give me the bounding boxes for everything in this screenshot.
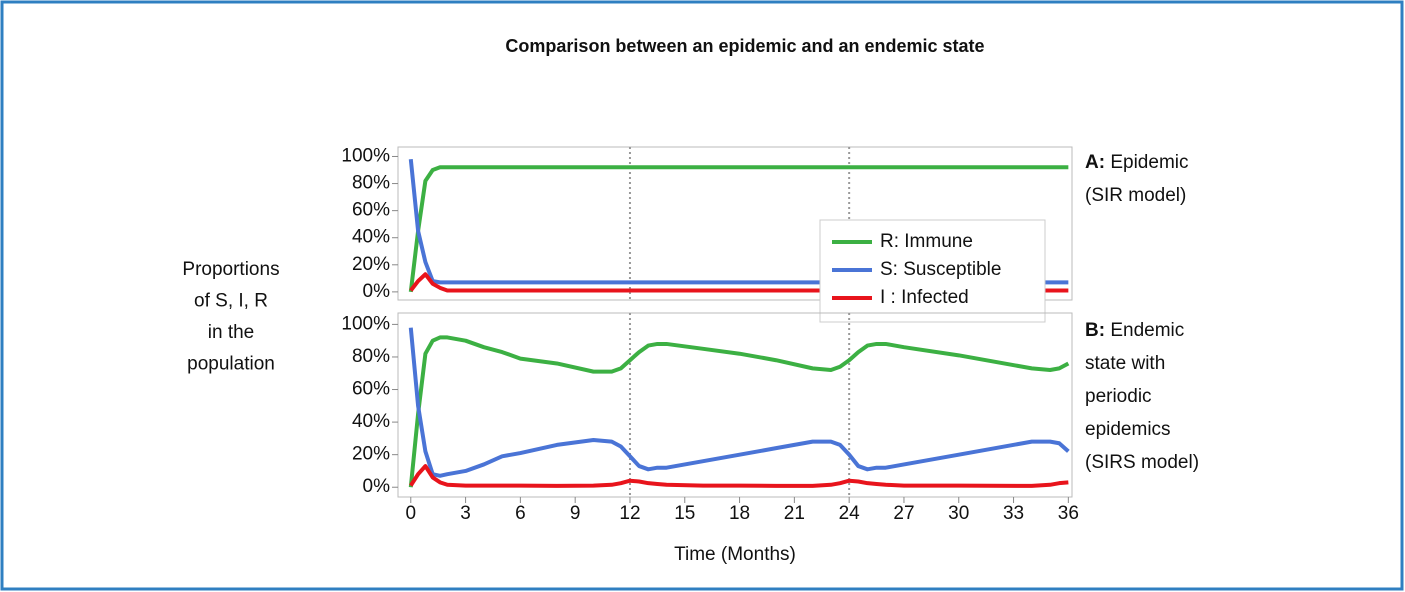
x-tick-label: 6	[515, 503, 526, 524]
x-tick-label: 30	[948, 503, 969, 524]
x-tick-label: 15	[674, 503, 695, 524]
legend-label: R: Immune	[880, 231, 973, 252]
y-axis-label: of S, I, R	[194, 291, 268, 312]
x-tick-label: 33	[1003, 503, 1024, 524]
legend-label: I : Infected	[880, 287, 969, 308]
series-line	[409, 464, 1069, 488]
x-tick-label: 3	[460, 503, 471, 524]
y-tick-label: 100%	[341, 145, 390, 166]
panel-text: (SIRS model)	[1085, 452, 1199, 473]
y-tick-label: 80%	[352, 173, 390, 194]
panel-text: epidemics	[1085, 419, 1171, 440]
x-axis-label: Time (Months)	[674, 544, 796, 565]
y-tick-label: 20%	[352, 254, 390, 275]
y-tick-label: 20%	[352, 444, 390, 465]
panel-label: B:	[1085, 320, 1105, 341]
x-tick-label: 9	[570, 503, 581, 524]
series-line	[408, 327, 1070, 478]
series-line	[408, 335, 1070, 488]
panel-text: (SIR model)	[1085, 185, 1186, 206]
panel-text: periodic	[1085, 386, 1152, 407]
y-tick-label: 60%	[352, 200, 390, 221]
y-tick-label: 40%	[352, 411, 390, 432]
plot-frame	[397, 312, 1073, 498]
x-tick-label: 27	[893, 503, 914, 524]
y-tick-label: 0%	[363, 476, 391, 497]
x-tick-label: 36	[1058, 503, 1079, 524]
panel-annotation: state with	[1085, 353, 1165, 374]
y-tick-label: 60%	[352, 379, 390, 400]
y-tick-label: 0%	[363, 281, 391, 302]
y-tick-label: 40%	[352, 227, 390, 248]
y-axis-label: in the	[208, 322, 254, 343]
panel-text: state with	[1085, 353, 1165, 374]
y-axis-label: population	[187, 354, 275, 375]
x-tick-label: 21	[784, 503, 805, 524]
y-axis-label: Proportions	[182, 259, 279, 280]
panel-annotation: (SIRS model)	[1085, 452, 1199, 473]
y-tick-label: 100%	[341, 313, 390, 334]
panel-annotation: epidemics	[1085, 419, 1171, 440]
panel-annotation: B: Endemic	[1085, 320, 1184, 341]
legend-label: S: Susceptible	[880, 259, 1001, 280]
panel-text: Epidemic	[1110, 152, 1188, 173]
x-tick-label: 24	[839, 503, 861, 524]
panel-label: A:	[1085, 152, 1105, 173]
plot-frame	[397, 146, 1073, 301]
series-line	[408, 165, 1069, 293]
x-tick-label: 12	[619, 503, 640, 524]
x-tick-label: 0	[405, 503, 416, 524]
panel-annotation: (SIR model)	[1085, 185, 1186, 206]
chart-title: Comparison between an epidemic and an en…	[505, 36, 984, 56]
y-tick-label: 80%	[352, 346, 390, 367]
panel-text: Endemic	[1110, 320, 1184, 341]
panel-annotation: A: Epidemic	[1085, 152, 1189, 173]
x-tick-label: 18	[729, 503, 750, 524]
panel-annotation: periodic	[1085, 386, 1152, 407]
